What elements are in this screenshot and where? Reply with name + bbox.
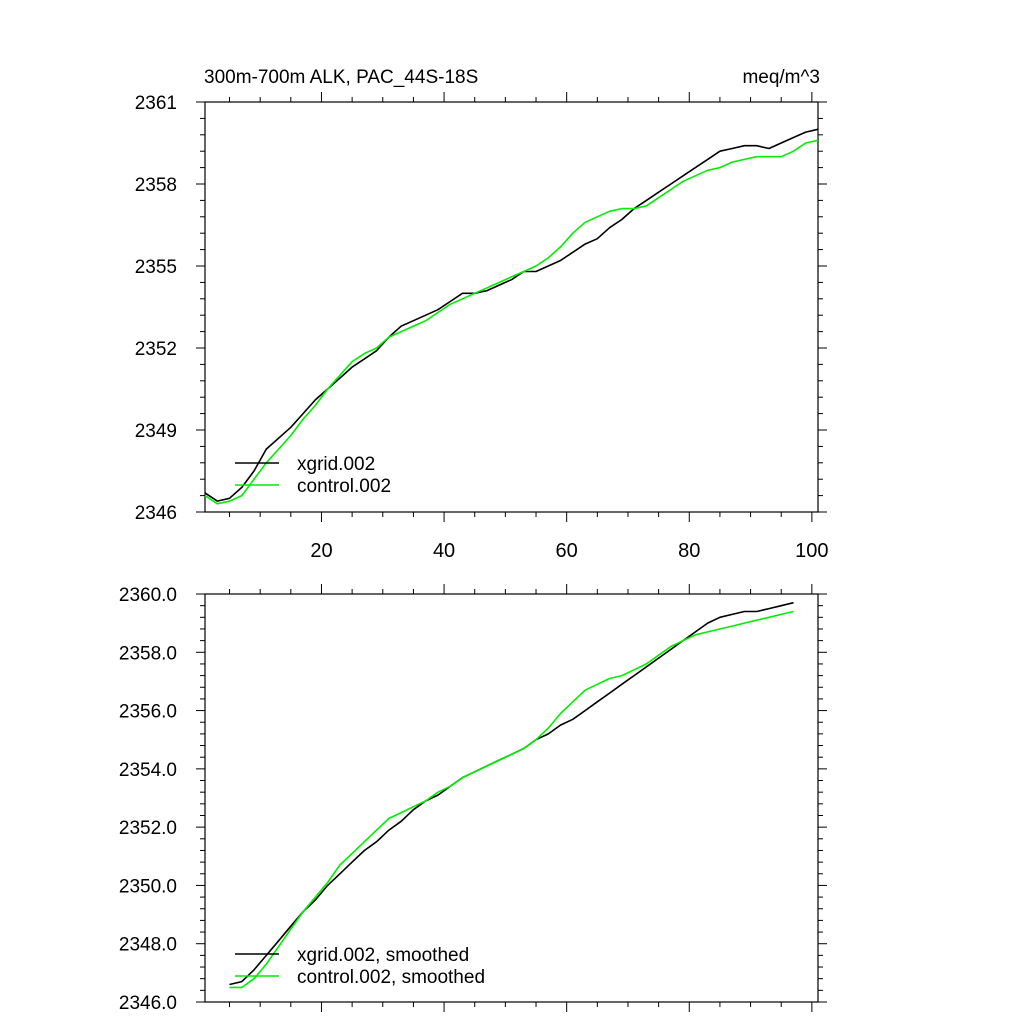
top-chart-x-tick-label: 40 (433, 540, 455, 562)
top-chart-x-tick-label: 100 (795, 540, 828, 562)
top-chart: 300m-700m ALK, PAC_44S-18S meq/m^3 23462… (135, 67, 829, 562)
bottom-chart-legend-label: xgrid.002, smoothed (297, 945, 469, 966)
top-chart-axes: 2346 2349 2352 2355 2358 2361 20 40 60 80 100 (135, 92, 829, 562)
top-chart-x-tick-label: 20 (310, 540, 332, 562)
bottom-chart-series (229, 601, 794, 989)
bottom-chart-legend-label: control.002, smoothed (297, 967, 485, 988)
top-chart-y-tick-label: 2346 (135, 503, 177, 524)
top-chart-title: 300m-700m ALK, PAC_44S-18S (204, 67, 478, 88)
top-chart-series (204, 128, 819, 505)
top-chart-x-tick-label: 80 (678, 540, 700, 562)
bottom-chart: 2346.0 2348.0 2350.0 2352.0 2354.0 2356.0 2358… (119, 584, 827, 1014)
bottom-chart-axes: 2346.0 2348.0 2350.0 2352.0 2354.0 2356.0 2358… (119, 584, 827, 1014)
bottom-chart-y-tick-label: 2348.0 (119, 935, 177, 956)
top-chart-y-tick-label: 2355 (135, 257, 177, 278)
top-chart-y-tick-label: 2349 (135, 421, 177, 442)
top-chart-y-tick-label: 2361 (135, 93, 177, 114)
bottom-chart-y-tick-label: 2352.0 (119, 818, 177, 839)
bottom-chart-y-tick-label: 2350.0 (119, 876, 177, 897)
top-chart-y-tick-label: 2358 (135, 175, 177, 196)
bottom-chart-series-control (229, 610, 794, 989)
top-chart-series-xgrid (204, 128, 819, 502)
bottom-chart-y-tick-label: 2358.0 (119, 643, 177, 664)
top-chart-legend-label: control.002 (297, 476, 391, 497)
bottom-chart-y-tick-label: 2360.0 (119, 585, 177, 606)
bottom-chart-y-tick-label: 2346.0 (119, 993, 177, 1014)
top-chart-series-control (204, 139, 819, 505)
bottom-chart-y-tick-label: 2356.0 (119, 702, 177, 723)
top-chart-frame (204, 101, 819, 513)
top-chart-y-tick-label: 2352 (135, 339, 177, 360)
bottom-chart-y-tick-label: 2354.0 (119, 760, 177, 781)
top-chart-legend-label: xgrid.002 (297, 454, 375, 475)
bottom-chart-frame (204, 593, 819, 1003)
top-chart-x-tick-label: 60 (556, 540, 578, 562)
top-chart-units: meq/m^3 (742, 67, 820, 88)
